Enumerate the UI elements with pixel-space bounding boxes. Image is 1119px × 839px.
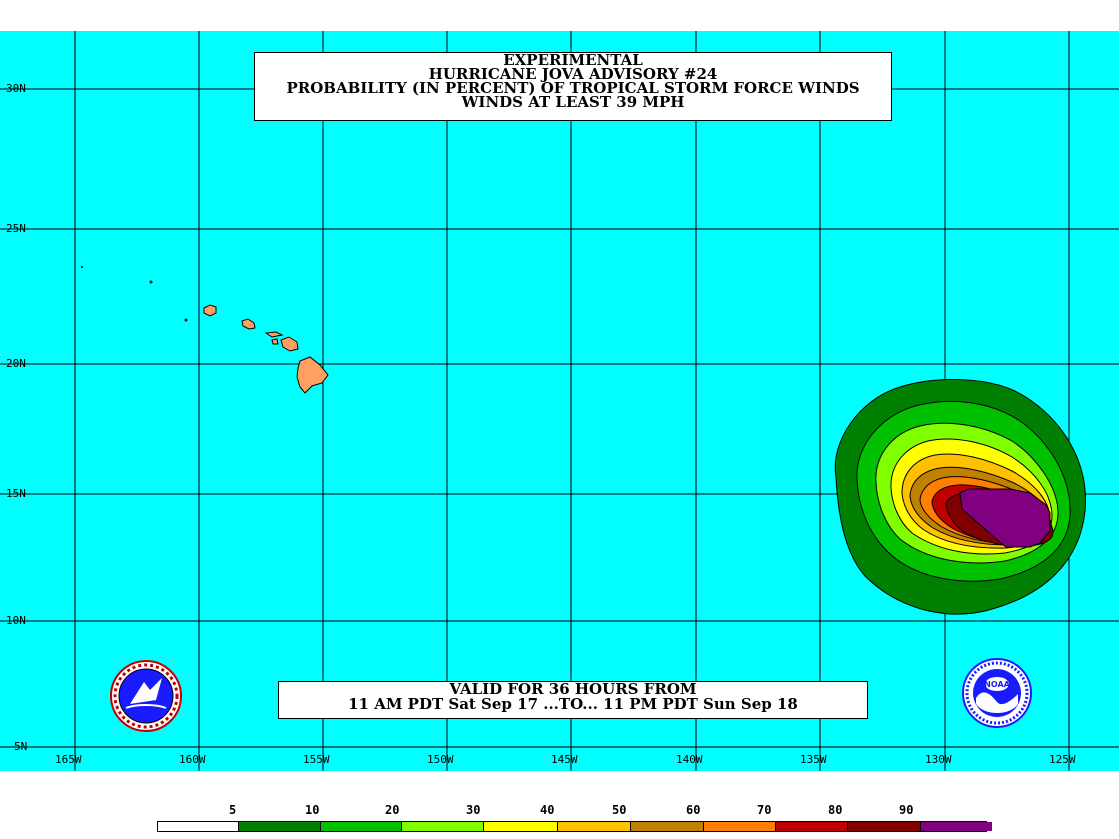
legend-label-60: 60 — [686, 803, 701, 817]
grid — [0, 31, 1119, 771]
lon-label-145w: 145W — [551, 753, 578, 766]
lon-label-165w: 165W — [55, 753, 82, 766]
lon-label-150w: 150W — [427, 753, 454, 766]
lon-label-135w: 135W — [800, 753, 827, 766]
hawaiian-islands — [81, 266, 329, 394]
island-nihoa — [149, 280, 153, 284]
lat-label-15n: 15N — [6, 487, 26, 500]
legend-color-bar — [157, 821, 992, 832]
legend-swatch-0 — [158, 822, 239, 831]
nws-logo — [110, 660, 182, 732]
island-big-island — [296, 356, 329, 394]
lat-label-5n: 5N — [14, 740, 28, 753]
lat-label-30n: 30N — [6, 82, 26, 95]
svg-text:NOAA: NOAA — [984, 680, 1010, 689]
contour-90-plus — [959, 488, 1051, 548]
legend-label-20: 20 — [385, 803, 400, 817]
legend-swatch-4 — [484, 822, 558, 831]
title-line-2: HURRICANE JOVA ADVISORY #24 — [428, 65, 718, 83]
island-niihau — [184, 318, 188, 322]
island-kauai — [203, 304, 217, 317]
legend-label-80: 80 — [828, 803, 843, 817]
title-line-1: EXPERIMENTAL — [503, 51, 643, 69]
lat-label-20n: 20N — [6, 357, 26, 370]
probability-map — [0, 31, 1119, 771]
probability-contours — [834, 379, 1086, 615]
title-line-3: PROBABILITY (IN PERCENT) OF TROPICAL STO… — [286, 79, 860, 97]
legend-swatch-7 — [704, 822, 776, 831]
legend-label-90: 90 — [899, 803, 914, 817]
legend-swatch-3 — [402, 822, 484, 831]
lat-label-25n: 25N — [6, 222, 26, 235]
legend-swatch-5 — [558, 822, 631, 831]
legend-swatch-1 — [239, 822, 321, 831]
valid-time-box: VALID FOR 36 HOURS FROM 11 AM PDT Sat Se… — [278, 681, 868, 719]
valid-line-2: 11 AM PDT Sat Sep 17 ...TO... 11 PM PDT … — [348, 695, 798, 713]
legend-label-70: 70 — [757, 803, 772, 817]
island-maui — [280, 336, 299, 352]
island-lanai — [271, 338, 279, 345]
lon-label-140w: 140W — [676, 753, 703, 766]
island-molokai — [264, 331, 284, 338]
island-necker — [81, 266, 83, 268]
legend-swatch-8 — [776, 822, 848, 831]
legend-label-40: 40 — [540, 803, 555, 817]
legend-label-30: 30 — [466, 803, 481, 817]
lon-label-125w: 125W — [1049, 753, 1076, 766]
legend-swatch-6 — [631, 822, 704, 831]
legend-label-10: 10 — [305, 803, 320, 817]
title-line-4: WINDS AT LEAST 39 MPH — [461, 93, 685, 111]
title-box: EXPERIMENTAL HURRICANE JOVA ADVISORY #24… — [254, 52, 892, 121]
valid-line-1: VALID FOR 36 HOURS FROM — [449, 680, 697, 698]
map-area — [0, 31, 1119, 771]
legend-label-50: 50 — [612, 803, 627, 817]
island-oahu — [241, 318, 256, 330]
legend-swatch-10 — [921, 822, 992, 831]
legend-swatch-9 — [848, 822, 921, 831]
lat-label-10n: 10N — [6, 614, 26, 627]
lon-label-130w: 130W — [925, 753, 952, 766]
legend-label-5: 5 — [229, 803, 237, 817]
noaa-logo: NOAA — [962, 658, 1032, 728]
legend-swatch-2 — [321, 822, 402, 831]
lon-label-155w: 155W — [303, 753, 330, 766]
lon-label-160w: 160W — [179, 753, 206, 766]
